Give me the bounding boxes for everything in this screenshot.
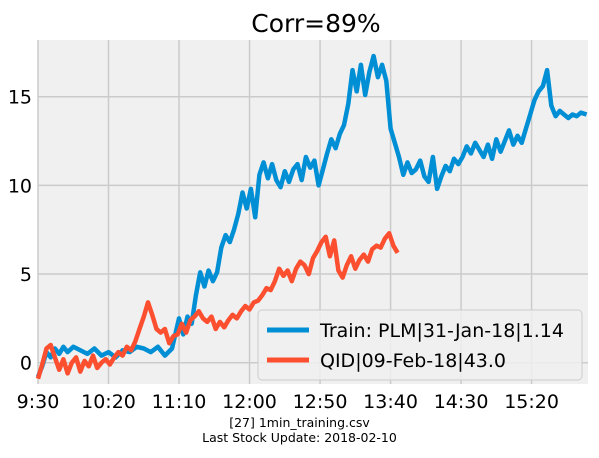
x-tick-label: 13:40 [363,391,418,413]
y-tick-label: 15 [8,87,32,109]
footer-last-update: Last Stock Update: 2018-02-10 [202,430,397,445]
legend-box [257,309,583,381]
series-line-train-plm [35,53,588,378]
x-tick-label: 15:20 [504,391,559,413]
x-tick-label: 12:00 [222,391,277,413]
y-tick-label: 10 [8,175,32,197]
x-tick-label: 10:20 [81,391,136,413]
x-tick-label: 11:10 [152,391,207,413]
y-tick-label: 0 [20,353,32,375]
x-axis: 9:30 10:20 11:10 12:00 12:50 13:40 14:30 15:20 [17,391,559,413]
x-tick-label: 9:30 [17,391,60,413]
x-tick-label: 14:30 [434,391,489,413]
legend: Train: PLM|31-Jan-18|1.14 QID|09-Feb-18|4… [257,309,583,381]
y-axis: 0 5 10 15 [8,87,32,375]
legend-label: Train: PLM|31-Jan-18|1.14 [319,320,564,342]
series-line-qid [35,231,400,380]
series-layer [35,53,588,380]
footer-filename: [27] 1min_training.csv [229,415,370,430]
chart-title: Corr=89% [251,9,380,38]
x-tick-label: 12:50 [293,391,348,413]
y-tick-label: 5 [20,264,32,286]
legend-label: QID|09-Feb-18|43.0 [320,350,506,372]
